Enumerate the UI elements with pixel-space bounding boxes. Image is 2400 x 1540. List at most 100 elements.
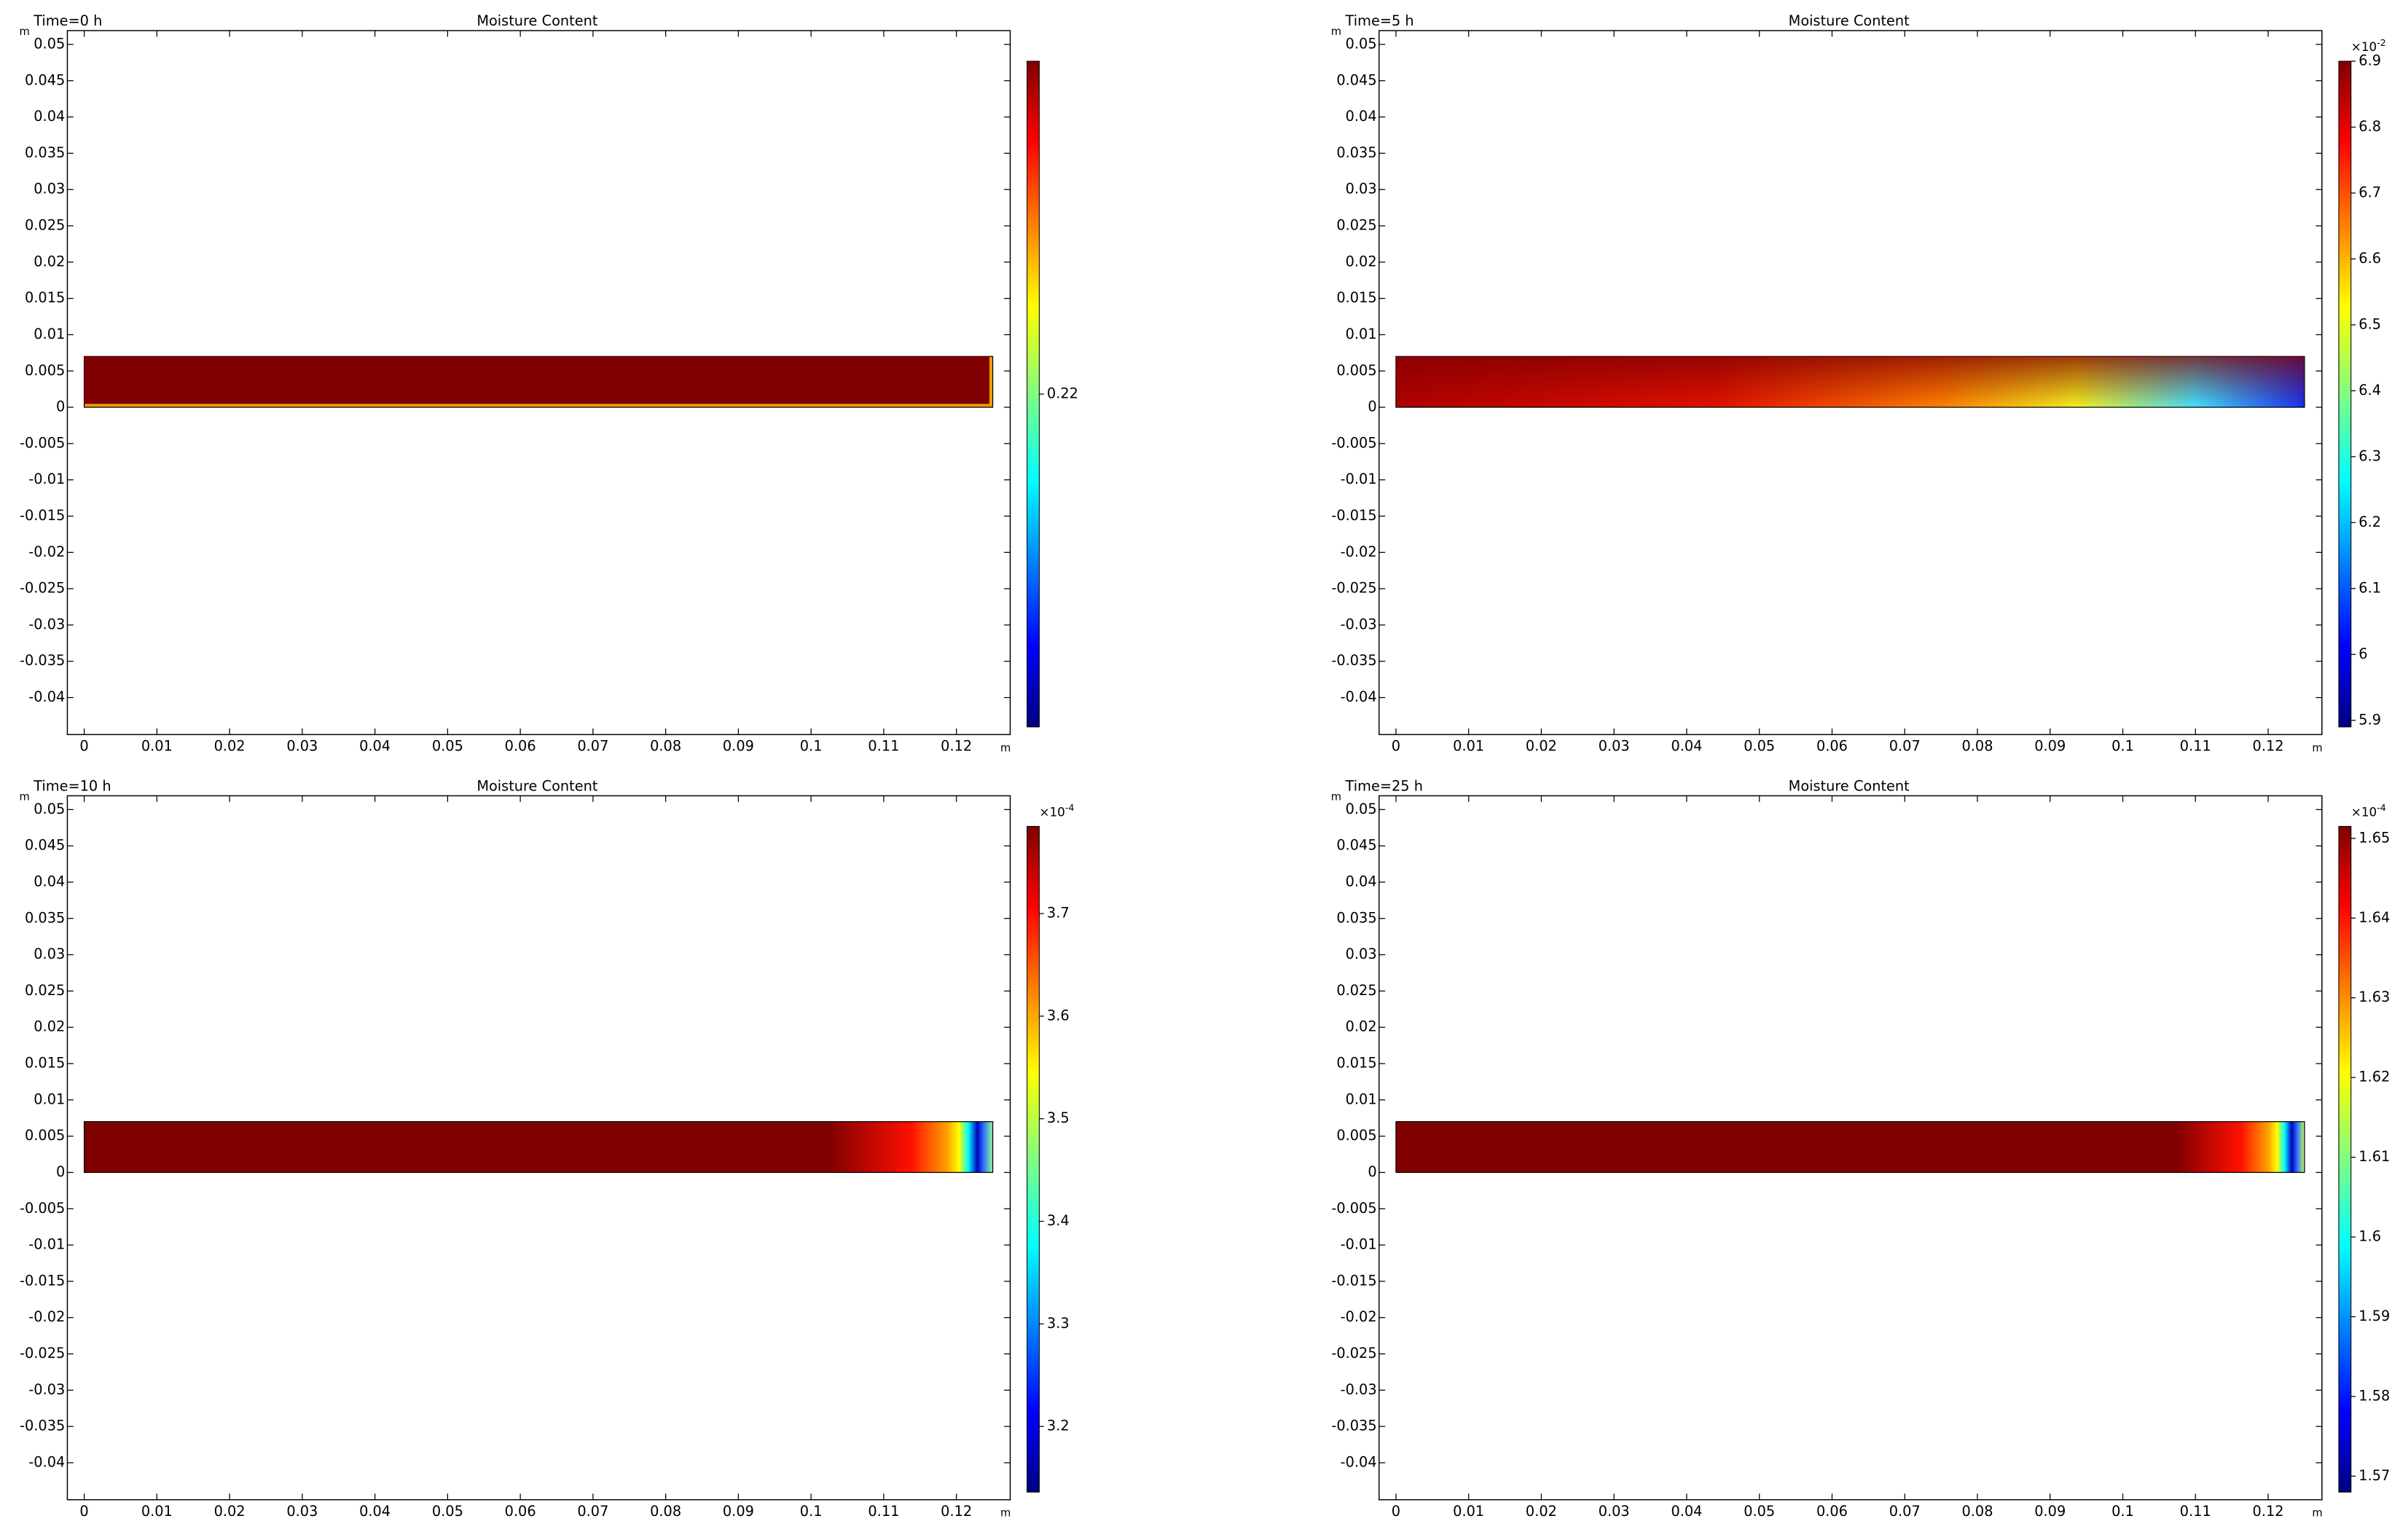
x-tick-label: 0 bbox=[79, 738, 88, 755]
y-tick-label: -0.04 bbox=[1341, 688, 1377, 705]
y-tick-label: 0 bbox=[56, 398, 65, 415]
colorbar-tick-label: 6.7 bbox=[2358, 184, 2381, 200]
colorbar-tick-label: 1.59 bbox=[2358, 1308, 2390, 1324]
x-tick-label: 0.06 bbox=[505, 738, 536, 755]
x-tick-label: 0.02 bbox=[214, 738, 246, 755]
x-tick-label: 0.1 bbox=[2111, 1503, 2134, 1520]
x-tick-label: 0.12 bbox=[941, 738, 972, 755]
y-tick-label: -0.005 bbox=[1331, 434, 1376, 451]
colorbar-tick-label: 3.3 bbox=[1047, 1315, 1070, 1332]
x-tick-label: 0.09 bbox=[2034, 738, 2066, 755]
x-tick-label: 0.1 bbox=[800, 738, 823, 755]
colorbar-tick-label: 3.4 bbox=[1047, 1212, 1070, 1229]
x-tick-label: 0.06 bbox=[505, 1503, 536, 1520]
x-tick-label: 0.11 bbox=[2180, 738, 2211, 755]
x-tick-label: 0.11 bbox=[2180, 1503, 2211, 1520]
y-tick-label: 0.02 bbox=[1346, 253, 1377, 270]
plot-panel: Time=0 h Moisture Content m m 0 0.01 0.02 0.03 0… bbox=[19, 12, 1078, 755]
y-tick-label: -0.005 bbox=[20, 1200, 65, 1217]
colorbar bbox=[2338, 825, 2352, 1493]
colorbar-tick-label: 3.7 bbox=[1047, 905, 1070, 922]
y-tick-label: -0.005 bbox=[20, 434, 65, 451]
y-tick-label: -0.01 bbox=[28, 471, 65, 487]
y-tick-label: -0.035 bbox=[20, 1418, 65, 1434]
colorbar-tick-label: 6.2 bbox=[2358, 514, 2381, 530]
colorbar bbox=[2338, 60, 2352, 728]
colorbar-tick-label: 1.65 bbox=[2358, 829, 2390, 846]
y-tick-label: 0.01 bbox=[1346, 326, 1377, 342]
x-tick-label: 0.02 bbox=[1526, 1503, 1557, 1520]
y-tick-label: -0.025 bbox=[1331, 1345, 1376, 1362]
plot-title: Moisture Content bbox=[1789, 12, 1910, 29]
x-tick-label: 0 bbox=[1392, 738, 1400, 755]
axes-frame bbox=[1379, 30, 2323, 736]
x-tick-label: 0.05 bbox=[432, 738, 463, 755]
x-tick-label: 0.03 bbox=[286, 1503, 318, 1520]
y-tick-label: -0.03 bbox=[28, 616, 65, 632]
y-tick-label: -0.035 bbox=[20, 652, 65, 669]
plot-panel: Time=10 h Moisture Content m m 0 0.01 0.02 0.03… bbox=[19, 777, 1074, 1520]
y-tick-label: 0.05 bbox=[34, 35, 65, 52]
colorbar bbox=[1027, 825, 1040, 1493]
y-tick-label: 0.01 bbox=[34, 1091, 65, 1107]
y-tick-label: 0.045 bbox=[25, 837, 65, 854]
x-tick-label: 0.12 bbox=[2253, 738, 2284, 755]
colorbar-tick-label: 6.6 bbox=[2358, 250, 2381, 267]
time-label: Time=0 h bbox=[33, 12, 102, 29]
axes-frame bbox=[66, 795, 1011, 1501]
y-tick-label: -0.01 bbox=[1341, 1236, 1377, 1253]
y-tick-label: 0.05 bbox=[34, 801, 65, 817]
y-tick-label: -0.015 bbox=[1331, 507, 1376, 524]
plot-title: Moisture Content bbox=[477, 777, 597, 794]
y-tick-label: 0.03 bbox=[1346, 181, 1377, 197]
x-tick-label: 0.06 bbox=[1816, 738, 1848, 755]
x-tick-label: 0.11 bbox=[868, 1503, 899, 1520]
x-tick-label: 0.03 bbox=[286, 738, 318, 755]
field-interior bbox=[84, 356, 989, 404]
x-tick-label: 0.04 bbox=[1671, 738, 1702, 755]
x-tick-label: 0.03 bbox=[1599, 1503, 1630, 1520]
x-tick-label: 0.09 bbox=[723, 738, 754, 755]
y-tick-label: 0.045 bbox=[1336, 837, 1376, 854]
x-unit: m bbox=[2312, 1507, 2322, 1520]
y-tick-label: -0.005 bbox=[1331, 1200, 1376, 1217]
y-tick-label: -0.025 bbox=[20, 580, 65, 597]
y-tick-label: -0.04 bbox=[1341, 1453, 1377, 1470]
x-tick-label: 0 bbox=[79, 1503, 88, 1520]
colorbar-scale-base: ×10 bbox=[2351, 805, 2377, 820]
colorbar-tick-label: 1.62 bbox=[2358, 1069, 2390, 1085]
x-tick-label: 0.08 bbox=[1961, 738, 1993, 755]
colorbar-tick-label: 6.3 bbox=[2358, 447, 2381, 464]
y-tick-label: -0.015 bbox=[1331, 1272, 1376, 1289]
x-tick-label: 0.04 bbox=[1671, 1503, 1702, 1520]
y-tick-label: 0.03 bbox=[34, 946, 65, 962]
colorbar-tick-label: 3.5 bbox=[1047, 1109, 1070, 1126]
x-tick-label: 0.01 bbox=[141, 1503, 173, 1520]
time-label: Time=10 h bbox=[33, 777, 111, 794]
colorbar-tick-label: 3.2 bbox=[1047, 1418, 1070, 1434]
axes-frame bbox=[1379, 795, 2323, 1501]
y-tick-label: -0.01 bbox=[1341, 471, 1377, 487]
colorbar-scale-base: ×10 bbox=[1039, 805, 1064, 820]
y-tick-label: -0.02 bbox=[28, 543, 65, 560]
y-tick-label: 0.035 bbox=[25, 909, 65, 926]
colorbar-tick-label: 1.64 bbox=[2358, 909, 2390, 926]
axes-frame bbox=[66, 30, 1011, 736]
y-tick-label: 0.02 bbox=[1346, 1018, 1377, 1035]
colorbar-tick-label: 5.9 bbox=[2358, 711, 2381, 728]
y-tick-label: -0.03 bbox=[1341, 1381, 1377, 1398]
colorbar-tick-label: 6 bbox=[2358, 645, 2367, 662]
colorbar-scale-exponent: -4 bbox=[2377, 802, 2386, 813]
field-domain bbox=[83, 1121, 994, 1174]
y-tick-label: 0.04 bbox=[1346, 873, 1377, 889]
y-tick-label: 0.04 bbox=[34, 873, 65, 889]
x-tick-label: 0.03 bbox=[1599, 738, 1630, 755]
x-tick-label: 0.07 bbox=[1889, 738, 1921, 755]
y-tick-label: 0.045 bbox=[25, 71, 65, 88]
x-tick-label: 0.01 bbox=[141, 738, 173, 755]
colorbar-tick-label: 1.57 bbox=[2358, 1467, 2390, 1484]
x-tick-label: 0.12 bbox=[2253, 1503, 2284, 1520]
plot-panel: Time=5 h Moisture Content m m 0 0.01 0.02 0.03 0… bbox=[1331, 12, 2386, 755]
y-tick-label: 0.03 bbox=[1346, 946, 1377, 962]
